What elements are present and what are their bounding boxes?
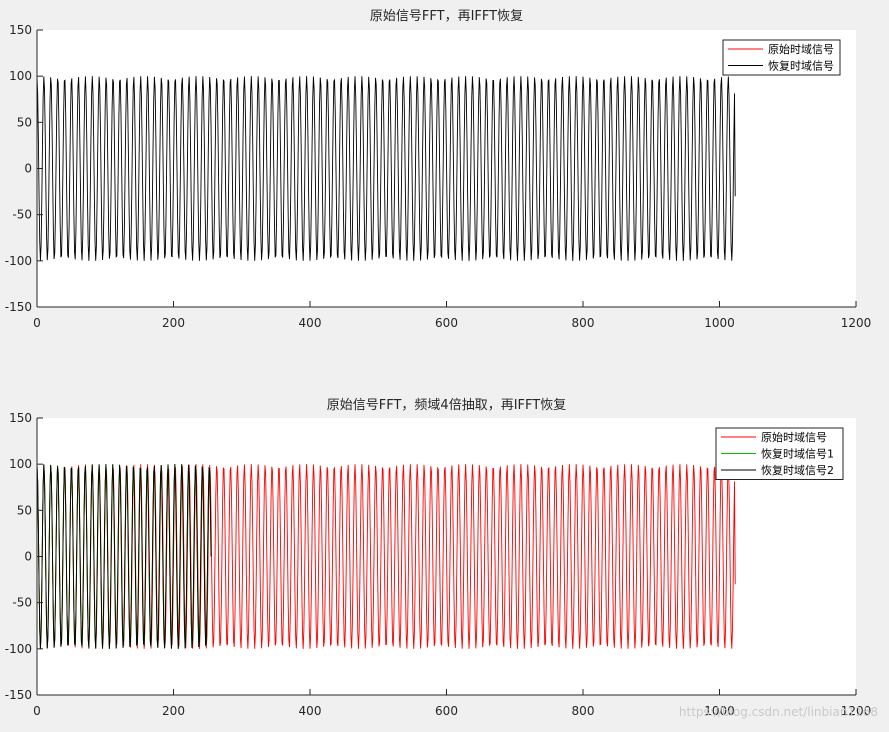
y-tick-label: 0 xyxy=(24,162,32,176)
x-tick-label: 1000 xyxy=(704,316,735,330)
series-line-3 xyxy=(37,464,212,649)
chart-title: 原始信号FFT，频域4倍抽取，再IFFT恢复 xyxy=(327,398,566,413)
series-line-2 xyxy=(37,76,736,261)
y-tick-label: -50 xyxy=(12,208,32,222)
legend-label: 恢复时域信号1 xyxy=(761,447,834,461)
y-tick-label: 100 xyxy=(9,457,32,471)
x-tick-label: 400 xyxy=(299,704,322,718)
y-tick-label: -100 xyxy=(5,254,32,268)
y-tick-label: -50 xyxy=(12,596,32,610)
y-tick-label: 150 xyxy=(9,411,32,425)
y-tick-label: -100 xyxy=(5,642,32,656)
watermark-text: https://blog.csdn.net/linbian1168 xyxy=(679,705,878,719)
x-tick-label: 200 xyxy=(162,704,185,718)
y-tick-label: 100 xyxy=(9,69,32,83)
legend-label: 恢复时域信号 xyxy=(768,59,834,73)
chart-title: 原始信号FFT，再IFFT恢复 xyxy=(370,9,523,24)
x-tick-label: 600 xyxy=(435,704,458,718)
x-tick-label: 800 xyxy=(572,316,595,330)
y-tick-label: -150 xyxy=(5,688,32,702)
legend-label: 原始时域信号 xyxy=(761,430,827,444)
x-tick-label: 800 xyxy=(572,704,595,718)
x-tick-label: 1000 xyxy=(704,704,735,718)
x-tick-label: 200 xyxy=(162,316,185,330)
legend-label: 原始时域信号 xyxy=(768,42,834,56)
x-tick-label: 1200 xyxy=(841,704,872,718)
y-tick-label: 50 xyxy=(17,503,32,517)
y-tick-label: 0 xyxy=(24,550,32,564)
y-tick-label: -150 xyxy=(5,300,32,314)
chart-2: 0 200 400 600 800 1000 1200 150 100 50 0 -50 -100 -15… xyxy=(5,398,872,718)
y-tick-label: 150 xyxy=(9,23,32,37)
x-tick-label: 400 xyxy=(299,316,322,330)
chart-1: 0 200 400 600 800 1000 1200 150 100 50 0 -50 -100 -15… xyxy=(5,9,872,330)
x-tick-label: 600 xyxy=(435,316,458,330)
x-tick-label: 1200 xyxy=(841,316,872,330)
x-tick-label: 0 xyxy=(33,704,41,718)
x-tick-label: 0 xyxy=(33,316,41,330)
y-tick-label: 50 xyxy=(17,115,32,129)
legend-box xyxy=(722,39,841,76)
legend-label: 恢复时域信号2 xyxy=(761,463,834,477)
